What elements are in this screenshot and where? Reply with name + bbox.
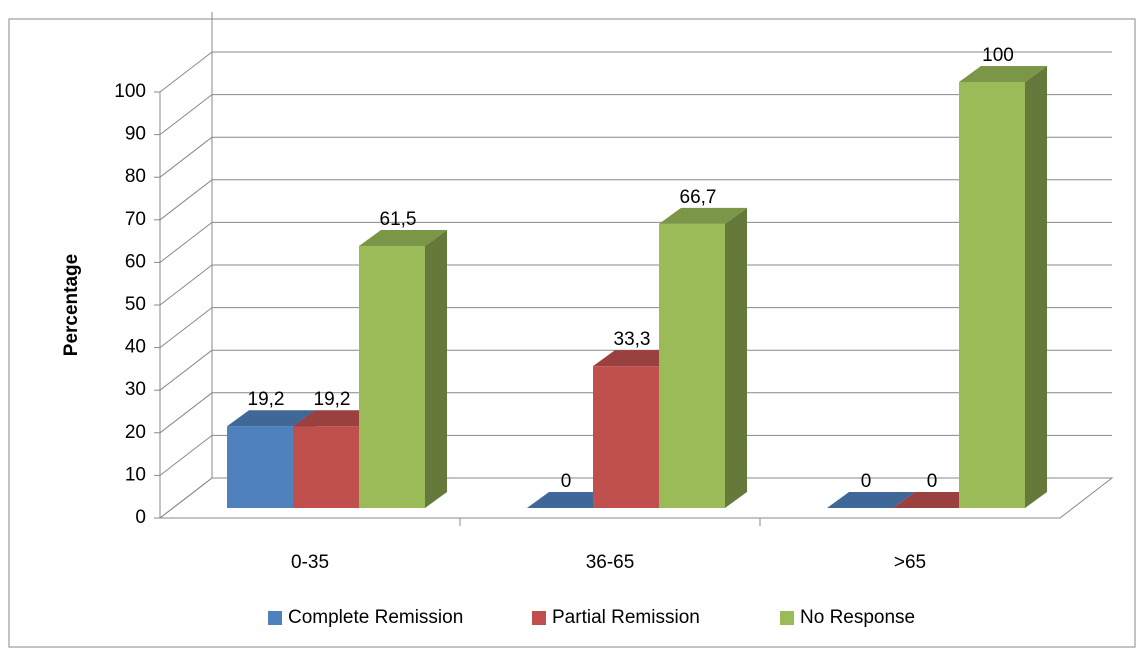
- x-tick-label: 0-35: [291, 552, 329, 573]
- data-label: 66,7: [680, 187, 717, 208]
- y-tick-label: 80: [125, 166, 146, 187]
- legend-label: Partial Remission: [552, 607, 700, 628]
- y-tick-label: 60: [125, 251, 146, 272]
- y-tick-label: 100: [114, 81, 146, 102]
- data-label: 100: [982, 45, 1014, 66]
- y-tick-label: 50: [125, 294, 146, 315]
- bar-top: [227, 410, 315, 427]
- legend-swatch: [268, 611, 282, 625]
- legend-swatch: [780, 611, 794, 625]
- bar: [293, 426, 359, 508]
- y-tick-label: 90: [125, 124, 146, 145]
- y-tick-label: 10: [125, 464, 146, 485]
- y-axis-label: Percentage: [61, 254, 82, 356]
- grid-line: [159, 477, 213, 519]
- grid-line: [159, 392, 213, 434]
- data-label: 61,5: [380, 209, 417, 230]
- bar-top: [359, 230, 447, 247]
- grid-line: [159, 307, 213, 348]
- bar-side: [725, 207, 747, 508]
- bar: [227, 426, 293, 508]
- bar-top: [827, 492, 915, 508]
- bar: [593, 366, 659, 508]
- y-tick-label: 0: [135, 507, 146, 528]
- grid-line: [159, 179, 213, 221]
- y-tick-label: 70: [125, 209, 146, 230]
- y-tick-label: 30: [125, 379, 146, 400]
- legend-label: No Response: [800, 607, 915, 628]
- bar-top: [959, 66, 1047, 82]
- bar: [659, 223, 725, 508]
- data-label: 0: [927, 471, 938, 492]
- data-label: 0: [561, 471, 572, 492]
- grid-line: [159, 51, 213, 93]
- chart-frame: [8, 18, 1136, 648]
- bar-top: [659, 207, 747, 224]
- data-label: 19,2: [314, 389, 351, 410]
- grid-line: [159, 136, 213, 178]
- y-tick-label: 40: [125, 337, 146, 358]
- bar-side: [1025, 66, 1047, 508]
- x-tick-label: 36-65: [586, 552, 635, 573]
- data-label: 19,2: [248, 389, 285, 410]
- x-tick-label: >65: [894, 552, 926, 573]
- data-label: 33,3: [614, 329, 651, 350]
- data-label: 0: [861, 471, 872, 492]
- grid-line: [159, 435, 213, 476]
- grid-line: [159, 222, 213, 263]
- bar: [959, 82, 1025, 508]
- grid-line: [159, 349, 213, 391]
- grid-line: [159, 264, 213, 306]
- bar: [359, 246, 425, 508]
- bar-side: [425, 230, 447, 508]
- y-tick-label: 20: [125, 422, 146, 443]
- legend-label: Complete Remission: [288, 607, 463, 628]
- legend-swatch: [532, 611, 546, 625]
- grid-line: [159, 94, 213, 135]
